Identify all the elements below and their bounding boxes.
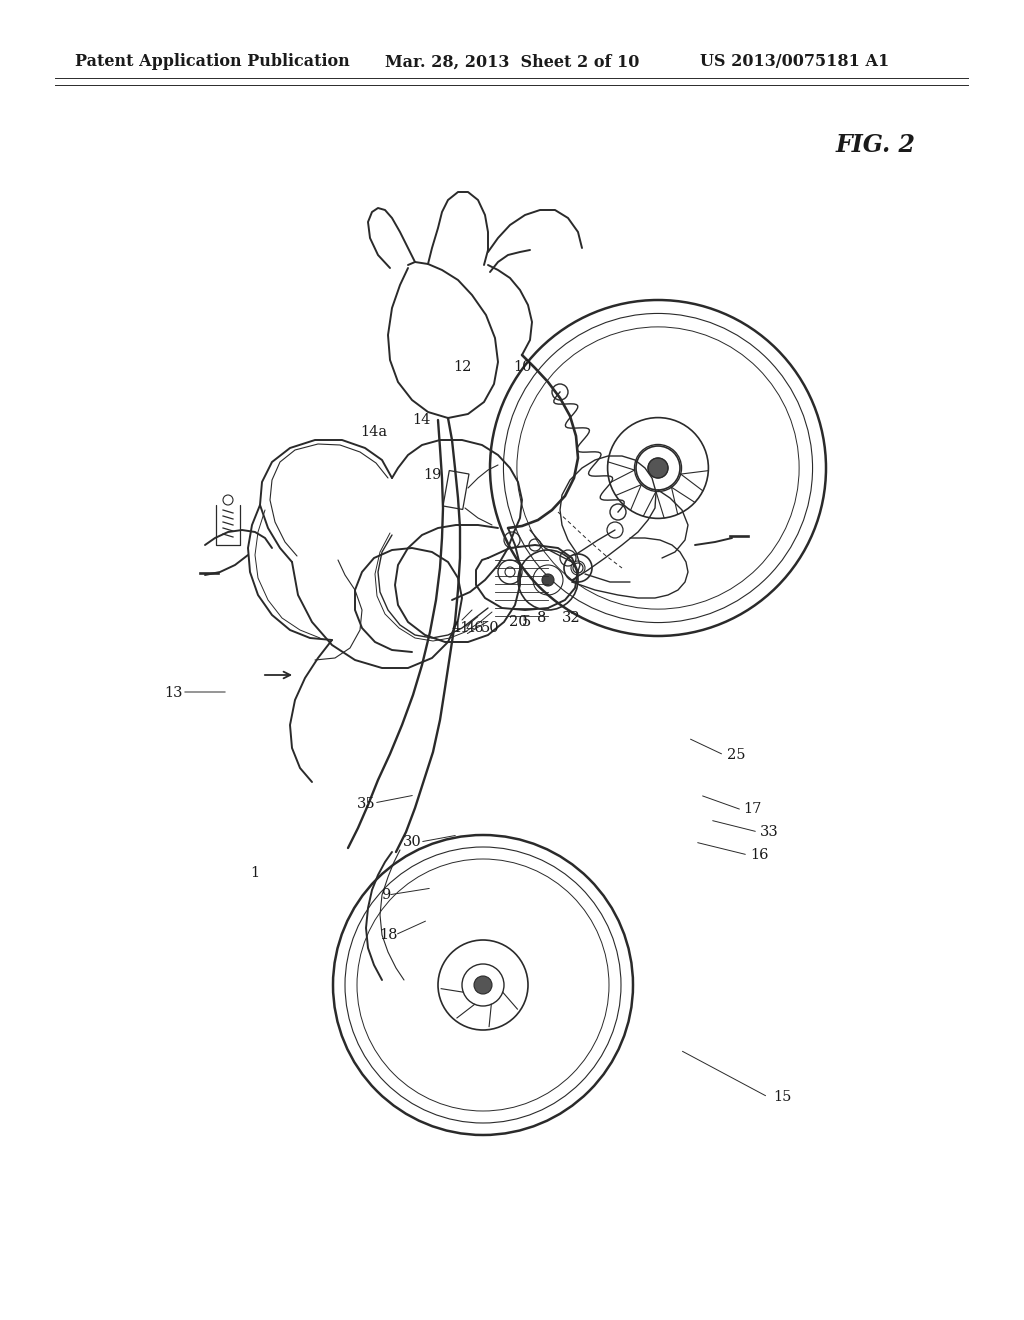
Text: 13: 13: [164, 686, 182, 700]
Text: 19: 19: [423, 469, 441, 482]
Text: 41: 41: [452, 622, 470, 635]
Text: 30: 30: [403, 836, 422, 849]
Text: 10: 10: [513, 360, 531, 374]
Text: 16: 16: [751, 849, 769, 862]
Text: 33: 33: [760, 825, 778, 838]
Text: 32: 32: [562, 611, 581, 624]
Text: 35: 35: [357, 797, 376, 810]
Text: 25: 25: [727, 748, 745, 762]
Text: 14: 14: [413, 413, 431, 426]
Text: 8: 8: [537, 611, 546, 624]
Text: 5: 5: [522, 615, 531, 628]
Circle shape: [542, 574, 554, 586]
Text: 9: 9: [381, 888, 390, 902]
Text: 50: 50: [480, 622, 499, 635]
Text: 12: 12: [454, 360, 472, 374]
Text: FIG. 2: FIG. 2: [836, 133, 915, 157]
Circle shape: [648, 458, 668, 478]
Text: 15: 15: [773, 1090, 792, 1104]
Text: Patent Application Publication: Patent Application Publication: [75, 54, 350, 70]
Text: 46: 46: [466, 622, 484, 635]
Text: 17: 17: [743, 803, 762, 816]
Text: 20: 20: [509, 615, 527, 628]
Text: 14a: 14a: [360, 425, 387, 438]
Text: 1: 1: [250, 866, 259, 879]
Bar: [443, 470, 469, 510]
Text: Mar. 28, 2013  Sheet 2 of 10: Mar. 28, 2013 Sheet 2 of 10: [385, 54, 639, 70]
Circle shape: [474, 975, 492, 994]
Text: 18: 18: [379, 928, 397, 941]
Text: US 2013/0075181 A1: US 2013/0075181 A1: [700, 54, 889, 70]
